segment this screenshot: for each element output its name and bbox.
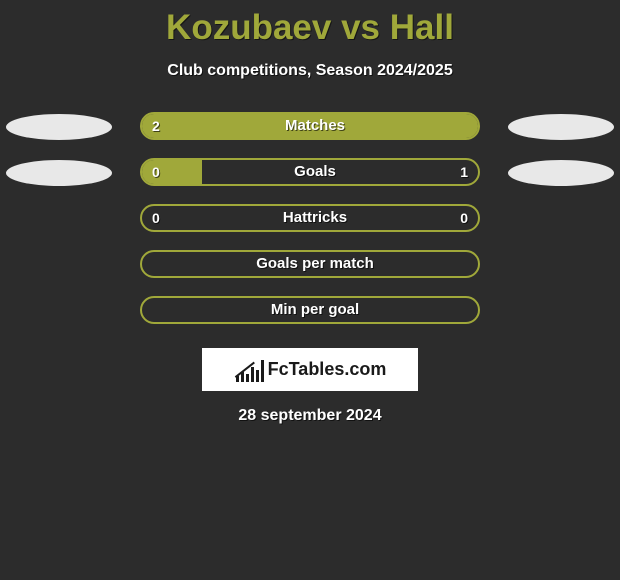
date-label: 28 september 2024 <box>0 407 620 425</box>
logo-bar <box>261 360 264 382</box>
stats-rows: Matches2Goals01Hattricks00Goals per matc… <box>0 110 620 340</box>
stat-value-right: 1 <box>460 158 468 186</box>
player-left-oval <box>6 160 112 186</box>
player-left-oval <box>6 114 112 140</box>
logo-text: FcTables.com <box>268 359 387 380</box>
logo-bar <box>256 370 259 382</box>
page-title: Kozubaev vs Hall <box>0 0 620 48</box>
stat-value-left: 0 <box>152 158 160 186</box>
logo-bar <box>246 374 249 382</box>
player-right-oval <box>508 114 614 140</box>
logo-bars <box>236 360 264 382</box>
subtitle: Club competitions, Season 2024/2025 <box>0 62 620 80</box>
logo-bar <box>251 367 254 382</box>
player-right-oval <box>508 160 614 186</box>
stat-bar-track <box>140 112 480 140</box>
stat-row: Min per goal <box>0 294 620 340</box>
stat-value-left: 2 <box>152 112 160 140</box>
stat-value-left: 0 <box>152 204 160 232</box>
stat-bar-fill-left <box>142 114 478 138</box>
comparison-widget: Kozubaev vs Hall Club competitions, Seas… <box>0 0 620 580</box>
stat-row: Hattricks00 <box>0 202 620 248</box>
stat-row: Goals01 <box>0 156 620 202</box>
stat-row: Goals per match <box>0 248 620 294</box>
stat-bar-track <box>140 158 480 186</box>
stat-value-right: 0 <box>460 204 468 232</box>
fctables-logo[interactable]: FcTables.com <box>202 348 418 391</box>
logo-chart-icon <box>234 358 264 382</box>
stat-bar-track <box>140 204 480 232</box>
stat-bar-track <box>140 296 480 324</box>
stat-row: Matches2 <box>0 110 620 156</box>
stat-bar-track <box>140 250 480 278</box>
